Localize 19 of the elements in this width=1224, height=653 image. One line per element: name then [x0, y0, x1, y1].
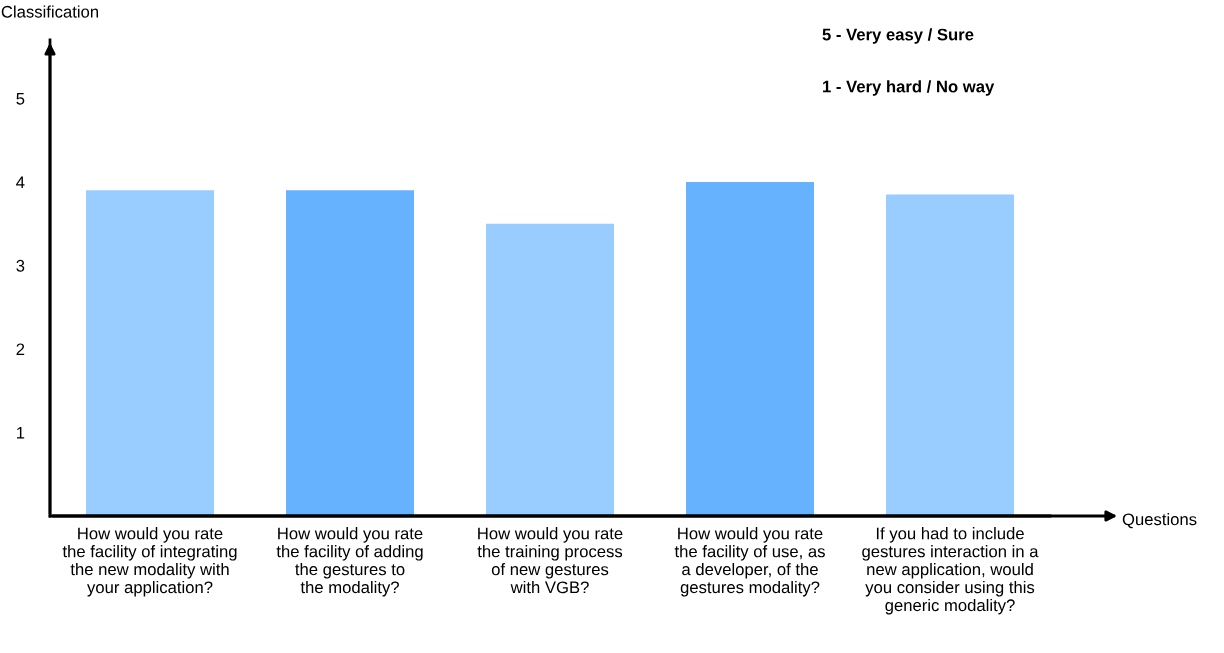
x-tick-label: How would you rate the facility of adding the gestures to the modality?	[276, 527, 423, 597]
y-tick-label: 1	[17, 427, 25, 439]
x-tick-label: How would you rate the facility of use, as a developer, of the gestures modality?	[674, 527, 825, 597]
x-axis-title: Questions	[1122, 512, 1197, 529]
y-tick-label: 3	[16, 259, 25, 272]
bar	[686, 181, 814, 516]
y-tick-label: 4	[16, 176, 25, 188]
x-tick-label: If you had to include gestures interaction in a new application, would you consider using this generic modality?	[862, 527, 1039, 615]
y-tick-label: 5	[16, 93, 25, 105]
bar	[486, 223, 614, 516]
y-axis-title: Classification	[1, 5, 99, 18]
y-tick-label: 2	[16, 343, 25, 356]
bar	[286, 190, 414, 516]
x-tick-label: How would you rate the training process of new gestures with VGB?	[477, 527, 623, 594]
bar	[886, 194, 1014, 516]
annotation: 1 - Very hard / No way	[823, 80, 995, 96]
x-tick-label: How would you rate the facility of integrating the new modality with your application?	[62, 527, 237, 597]
bar	[86, 190, 214, 516]
annotation: 5 - Very easy / Sure	[822, 28, 974, 44]
